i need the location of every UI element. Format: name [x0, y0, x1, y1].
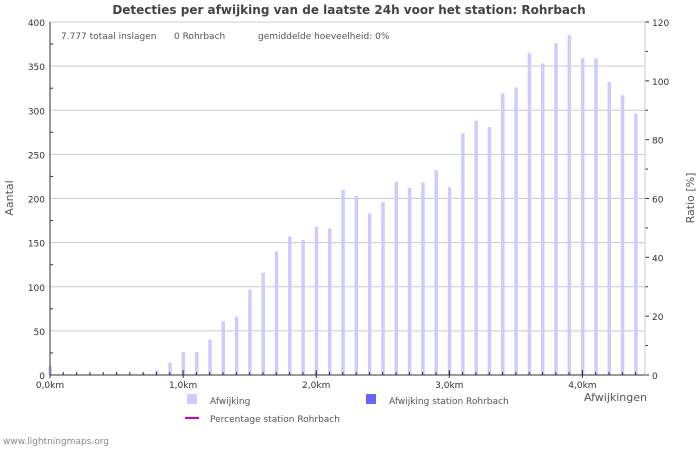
y2-axis-label: Ratio [%]: [684, 173, 697, 224]
y2-tick-label: 120: [652, 19, 669, 29]
bar-afwijking: [487, 127, 492, 375]
bar-afwijking: [234, 316, 239, 375]
bar-afwijking: [168, 362, 172, 375]
x-tick-label: 1,0km: [169, 381, 197, 391]
y2-tick-label: 40: [652, 254, 664, 264]
bar-afwijking: [447, 187, 452, 375]
y-tick-label: 100: [28, 284, 45, 294]
x-tick-label: 4,0km: [568, 381, 596, 391]
stat-avg: gemiddelde hoeveelheid: 0%: [258, 32, 390, 42]
bar-afwijking: [208, 339, 212, 375]
bar-afwijking: [274, 251, 279, 375]
y-tick-label: 50: [34, 328, 46, 338]
chart-title: Detecties per afwijking van de laatste 2…: [112, 3, 585, 17]
stat-total: 7.777 totaal inslagen: [61, 32, 156, 42]
bar-afwijking: [248, 289, 252, 375]
stat-station: 0 Rohrbach: [174, 32, 225, 42]
bar-afwijking: [221, 321, 226, 375]
y2-tick-label: 0: [652, 372, 658, 382]
bar-afwijking: [381, 202, 385, 375]
bar-afwijking: [328, 228, 332, 375]
bar-afwijking: [288, 236, 292, 375]
bar-afwijking: [620, 95, 625, 375]
bar-afwijking: [567, 35, 572, 376]
y-tick-label: 200: [28, 196, 45, 206]
y2-tick-label: 100: [652, 78, 669, 88]
bar-afwijking: [514, 87, 518, 376]
bar-afwijking: [580, 58, 585, 376]
y2-tick-label: 20: [652, 313, 664, 323]
legend-percentage: Percentage station Rohrbach: [210, 415, 340, 425]
bar-afwijking: [354, 195, 359, 375]
bar-afwijking: [261, 272, 265, 375]
legend-swatch-afwijking: [187, 394, 197, 404]
x-tick-label: 2,0km: [302, 381, 330, 391]
bar-afwijking: [194, 352, 199, 375]
bar-afwijking: [554, 43, 558, 376]
y-tick-label: 350: [28, 63, 45, 73]
y2-tick-label: 60: [652, 196, 664, 206]
bar-afwijking: [474, 120, 478, 375]
legend-swatch-station: [366, 394, 376, 404]
y-tick-label: 300: [28, 107, 45, 117]
y-tick-label: 150: [28, 240, 45, 250]
legend-afwijking: Afwijking: [210, 397, 250, 407]
y-tick-label: 0: [39, 372, 45, 382]
bar-afwijking: [394, 181, 399, 375]
bar-afwijking: [527, 52, 532, 375]
bar-afwijking: [434, 170, 438, 375]
bar-afwijking: [501, 93, 505, 376]
bar-afwijking: [594, 58, 598, 376]
bar-afwijking: [540, 63, 545, 375]
footer-link[interactable]: www.lightningmaps.org: [3, 437, 109, 447]
y-tick-label: 400: [28, 19, 45, 29]
x-axis-label: Afwijkingen: [584, 391, 647, 404]
bar-afwijking: [181, 352, 186, 375]
bar-afwijking: [634, 113, 638, 375]
x-tick-label: 3,0km: [435, 381, 463, 391]
bar-afwijking: [367, 213, 372, 375]
bar-afwijking: [341, 189, 345, 375]
y-tick-label: 250: [28, 151, 45, 161]
bar-afwijking: [314, 226, 319, 375]
bar-afwijking: [607, 82, 612, 375]
x-tick-label: 0,0km: [36, 381, 64, 391]
y2-tick-label: 80: [652, 137, 664, 147]
bar-afwijking: [407, 187, 412, 375]
legend-station: Afwijking station Rohrbach: [389, 397, 509, 407]
bar-afwijking: [461, 133, 465, 375]
y-axis-label: Aantal: [3, 180, 16, 215]
bar-afwijking: [301, 239, 305, 375]
bar-afwijking: [421, 182, 425, 375]
